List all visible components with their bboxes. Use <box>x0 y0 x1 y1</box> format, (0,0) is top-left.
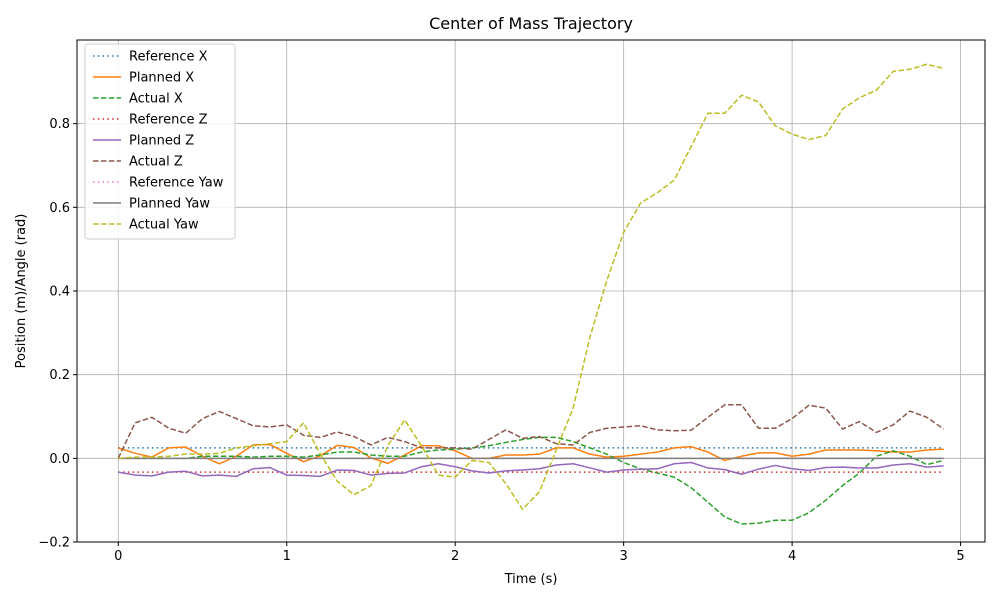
y-tick-label: 0.8 <box>49 117 70 132</box>
series-line-actual-z <box>117 404 945 459</box>
axis-ticks: 0 1 2 3 4 5 −0.2 0.0 0.2 0.4 0.6 0.8 <box>38 117 964 564</box>
x-tick-label: 0 <box>114 549 122 564</box>
legend-label-reference-z: Reference Z <box>129 113 208 128</box>
series-line-actual-x <box>118 436 944 525</box>
legend-label-reference-yaw: Reference Yaw <box>129 176 224 191</box>
legend-label-planned-z: Planned Z <box>129 134 194 149</box>
x-tick-label: 5 <box>956 549 964 564</box>
x-tick-label: 1 <box>283 549 291 564</box>
x-axis-label: Time (s) <box>504 572 558 587</box>
legend-label-reference-x: Reference X <box>129 50 208 65</box>
x-tick-label: 2 <box>451 549 459 564</box>
y-axis-label: Position (m)/Angle (rad) <box>14 214 29 369</box>
series-lines <box>117 63 945 525</box>
legend-label-planned-yaw: Planned Yaw <box>129 197 210 212</box>
y-tick-label: 0.4 <box>49 285 70 300</box>
series-line-actual-yaw <box>118 63 944 511</box>
x-tick-label: 3 <box>620 549 628 564</box>
y-tick-label: 0.2 <box>49 368 70 383</box>
legend-label-planned-x: Planned X <box>129 71 194 86</box>
y-tick-label: 0.6 <box>49 201 70 216</box>
legend-box <box>84 43 236 240</box>
y-tick-label: −0.2 <box>38 536 70 551</box>
chart-title: Center of Mass Trajectory <box>429 14 633 33</box>
y-tick-label: 0.0 <box>49 452 70 467</box>
x-tick-label: 4 <box>788 549 796 564</box>
series-line-planned-z <box>118 461 944 478</box>
legend-label-actual-yaw: Actual Yaw <box>129 218 199 233</box>
legend: Reference X Planned X Actual X Reference Z P… <box>84 43 236 240</box>
legend-label-actual-z: Actual Z <box>129 155 183 170</box>
legend-label-actual-x: Actual X <box>129 92 183 107</box>
